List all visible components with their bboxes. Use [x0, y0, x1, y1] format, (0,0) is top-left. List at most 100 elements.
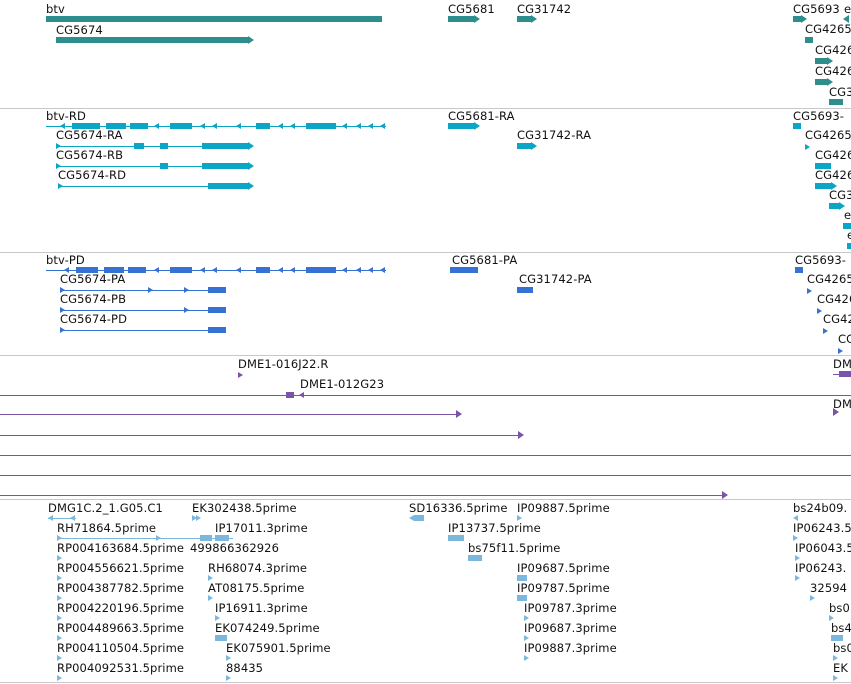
exon[interactable]	[134, 143, 144, 149]
cds[interactable]	[306, 267, 336, 273]
est-label[interactable]: bs4	[831, 621, 851, 635]
cds[interactable]	[795, 267, 803, 273]
est-label[interactable]: IP17011.3prime	[215, 521, 308, 535]
est-label[interactable]: RP004110504.5prime	[57, 641, 185, 655]
transcript-label[interactable]: btv-RD	[46, 109, 86, 123]
est-label[interactable]: 88435	[226, 661, 264, 675]
exon[interactable]	[170, 123, 192, 129]
transcript-label[interactable]: e	[847, 229, 851, 242]
est-label[interactable]: RH71864.5prime	[57, 521, 157, 535]
transcript-label[interactable]: CG426	[815, 168, 851, 182]
est-feature[interactable]	[200, 535, 212, 541]
est-label[interactable]: IP09687.5prime	[517, 561, 610, 575]
est-label[interactable]: IP09787.3prime	[524, 601, 617, 615]
protein-label[interactable]: CG5674-PD	[60, 312, 128, 326]
gene-feature-cg31742[interactable]	[517, 16, 531, 22]
exon[interactable]	[847, 243, 851, 249]
est-label[interactable]: IP16911.3prime	[215, 601, 308, 615]
gene-label[interactable]: CG426	[815, 43, 851, 57]
est-label[interactable]: bs0	[829, 601, 850, 615]
est-label[interactable]: bs75f11.5prime	[468, 541, 561, 555]
protein-label[interactable]: CG	[838, 332, 851, 346]
protein-label[interactable]: CG426	[817, 292, 851, 306]
exon[interactable]	[202, 163, 248, 169]
exon[interactable]	[130, 123, 148, 129]
gene-feature[interactable]	[805, 37, 813, 43]
est-label[interactable]: AT08175.5prime	[208, 581, 305, 595]
gene-label[interactable]: CG426	[815, 64, 851, 78]
protein-label[interactable]: CG5674-PA	[60, 272, 126, 286]
exon[interactable]	[306, 123, 336, 129]
transcript-label[interactable]: CG5674-RB	[56, 148, 124, 162]
gene-label[interactable]: CG5681	[448, 2, 495, 16]
cds[interactable]	[128, 267, 146, 273]
est-feature[interactable]	[831, 635, 843, 641]
cds[interactable]	[517, 287, 533, 293]
cds[interactable]	[104, 267, 124, 273]
transcript-label[interactable]: CG5674-RA	[56, 128, 123, 142]
protein-label[interactable]: CG5681-PA	[452, 253, 518, 267]
gene-feature-cg5681[interactable]	[448, 16, 474, 22]
cds[interactable]	[256, 267, 270, 273]
exon[interactable]	[829, 203, 839, 209]
transcript-label[interactable]: CG5681-RA	[448, 109, 515, 123]
gene-label[interactable]: CG4265	[805, 22, 851, 36]
exon[interactable]	[202, 143, 248, 149]
est-label[interactable]: RP004163684.5prime	[57, 541, 185, 555]
est-label[interactable]: IP09687.3prime	[524, 621, 617, 635]
gene-label[interactable]: CG5674	[56, 23, 103, 37]
est-feature[interactable]	[414, 515, 424, 521]
est-label[interactable]: 499866362926	[190, 541, 279, 555]
cds[interactable]	[208, 307, 226, 313]
clone-end[interactable]	[286, 392, 294, 398]
clone-label[interactable]: DM	[833, 357, 851, 371]
est-feature[interactable]	[517, 595, 527, 601]
est-label[interactable]: RH68074.3prime	[208, 561, 308, 575]
est-feature[interactable]	[215, 535, 229, 541]
exon[interactable]	[843, 223, 851, 229]
est-feature[interactable]	[468, 555, 482, 561]
exon[interactable]	[815, 163, 831, 169]
exon[interactable]	[160, 163, 168, 169]
gene-label[interactable]: CG3	[829, 85, 851, 99]
clone-end[interactable]	[839, 371, 851, 377]
cds[interactable]	[450, 267, 478, 273]
est-label[interactable]: SD16336.5prime	[409, 501, 508, 515]
gene-feature[interactable]	[815, 58, 827, 64]
transcript-label[interactable]: CG31742-RA	[517, 128, 592, 142]
protein-label[interactable]: CG5674-PB	[60, 292, 127, 306]
gene-feature[interactable]	[815, 79, 827, 85]
cds[interactable]	[208, 327, 226, 333]
transcript-label[interactable]: CG4265	[805, 128, 851, 142]
est-label[interactable]: RP004556621.5prime	[57, 561, 185, 575]
gene-label[interactable]: CG5693	[793, 2, 840, 16]
est-label[interactable]: EK075901.5prime	[226, 641, 331, 655]
protein-label[interactable]: CG31742-PA	[519, 272, 592, 286]
gene-label[interactable]: CG31742	[517, 2, 572, 16]
clone-label[interactable]: DME1-012G23	[300, 377, 385, 391]
est-label[interactable]: IP06243.	[795, 561, 847, 575]
protein-label[interactable]: btv-PD	[46, 253, 85, 267]
est-label[interactable]: RP004092531.5prime	[57, 661, 185, 675]
est-label[interactable]: IP06043.5	[795, 541, 851, 555]
exon[interactable]	[160, 143, 168, 149]
cds[interactable]	[76, 267, 98, 273]
est-label[interactable]: EK	[833, 661, 849, 675]
protein-label[interactable]: CG5693-	[795, 253, 847, 267]
transcript-label[interactable]: e	[844, 208, 851, 222]
transcript-label[interactable]: CG5693-	[793, 109, 845, 123]
transcript-label[interactable]: CG5674-RD	[58, 168, 127, 182]
exon[interactable]	[72, 123, 100, 129]
gene-feature-cg5674[interactable]	[56, 37, 248, 43]
est-label[interactable]: bs0	[833, 641, 851, 655]
exon[interactable]	[448, 123, 474, 129]
est-label[interactable]: RP004220196.5prime	[57, 601, 185, 615]
est-label[interactable]: EK302438.5prime	[192, 501, 297, 515]
est-label[interactable]: DMG1C.2_1.G05.C1	[48, 501, 163, 515]
est-label[interactable]: IP09887.5prime	[517, 501, 610, 515]
cds[interactable]	[208, 287, 226, 293]
est-label[interactable]: IP13737.5prime	[448, 521, 541, 535]
exon[interactable]	[517, 143, 531, 149]
exon[interactable]	[106, 123, 126, 129]
est-label[interactable]: IP09887.3prime	[524, 641, 617, 655]
